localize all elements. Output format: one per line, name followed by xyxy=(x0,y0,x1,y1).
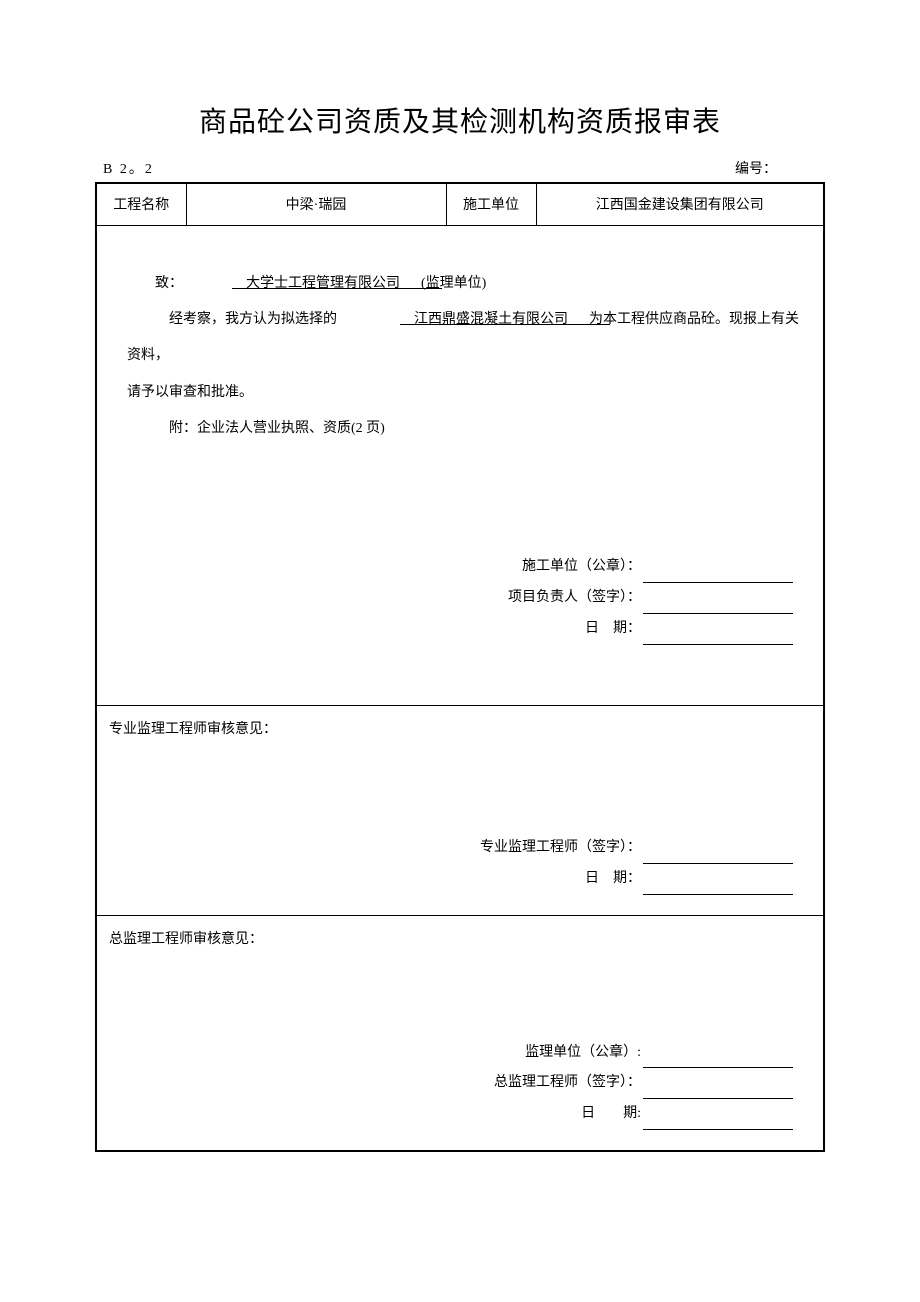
project-name: 中梁·瑞园 xyxy=(186,183,446,225)
body-line-4: 附：企业法人营业执照、资质(2 页) xyxy=(127,411,803,447)
header-row: B 2。2 编号： xyxy=(95,158,825,178)
sig-date-2: 日 期： xyxy=(480,864,793,895)
to-line: 致： 大学士工程管理有限公司 (监理单位) xyxy=(127,266,803,302)
chief-review-section: 总监理工程师审核意见： 监理单位（公章）: 总监理工程师（签字）： 日 期: xyxy=(96,915,824,1151)
section2-signatures: 专业监理工程师（签字）： 日 期： xyxy=(480,833,793,895)
project-label: 工程名称 xyxy=(96,183,186,225)
sig-date-1: 日 期： xyxy=(508,614,793,645)
serial-label: 编号： xyxy=(735,158,817,178)
sig-specialist-engineer: 专业监理工程师（签字）： xyxy=(480,833,793,864)
main-form-table: 工程名称 中梁·瑞园 施工单位 江西国金建设集团有限公司 致： 大学士工程管理有… xyxy=(95,182,825,1152)
unit-label: 施工单位 xyxy=(446,183,536,225)
body-line-2: 经考察，我方认为拟选择的 江西鼎盛混凝土有限公司 为本工程供应商品砼。现报上有关… xyxy=(127,302,803,375)
sig-construction-unit: 施工单位（公章）： xyxy=(508,552,793,583)
form-number: B 2。2 xyxy=(103,158,154,178)
section3-heading: 总监理工程师审核意见： xyxy=(109,928,803,948)
recipient-suffix: (监理单位) xyxy=(421,276,486,291)
sig-supervision-unit: 监理单位（公章）: xyxy=(494,1038,793,1069)
line2a: 经考察，我方认为拟选择的 xyxy=(169,312,337,327)
unit-name: 江西国金建设集团有限公司 xyxy=(536,183,824,225)
section2-heading: 专业监理工程师审核意见： xyxy=(109,718,803,738)
info-row: 工程名称 中梁·瑞园 施工单位 江西国金建设集团有限公司 xyxy=(96,183,824,225)
section3-signatures: 监理单位（公章）: 总监理工程师（签字）： 日 期: xyxy=(494,1038,793,1130)
sig-line xyxy=(643,1129,793,1130)
to-prefix: 致： xyxy=(155,276,183,291)
sig-date-3: 日 期: xyxy=(494,1099,793,1130)
specialist-review-section: 专业监理工程师审核意见： 专业监理工程师（签字）： 日 期： xyxy=(96,705,824,915)
supplier-underline: 江西鼎盛混凝土有限公司 xyxy=(337,302,589,338)
recipient-underline: 大学士工程管理有限公司 xyxy=(183,266,421,302)
sig-chief-engineer: 总监理工程师（签字）： xyxy=(494,1068,793,1099)
sig-line xyxy=(643,894,793,895)
body-line-3: 请予以审查和批准。 xyxy=(127,375,803,411)
application-section: 致： 大学士工程管理有限公司 (监理单位) 经考察，我方认为拟选择的 江西鼎盛混… xyxy=(96,225,824,705)
section1-signatures: 施工单位（公章）： 项目负责人（签字）： 日 期： xyxy=(508,552,793,644)
form-title: 商品砼公司资质及其检测机构资质报审表 xyxy=(95,100,825,140)
sig-project-manager: 项目负责人（签字）： xyxy=(508,583,793,614)
sig-line xyxy=(643,644,793,645)
